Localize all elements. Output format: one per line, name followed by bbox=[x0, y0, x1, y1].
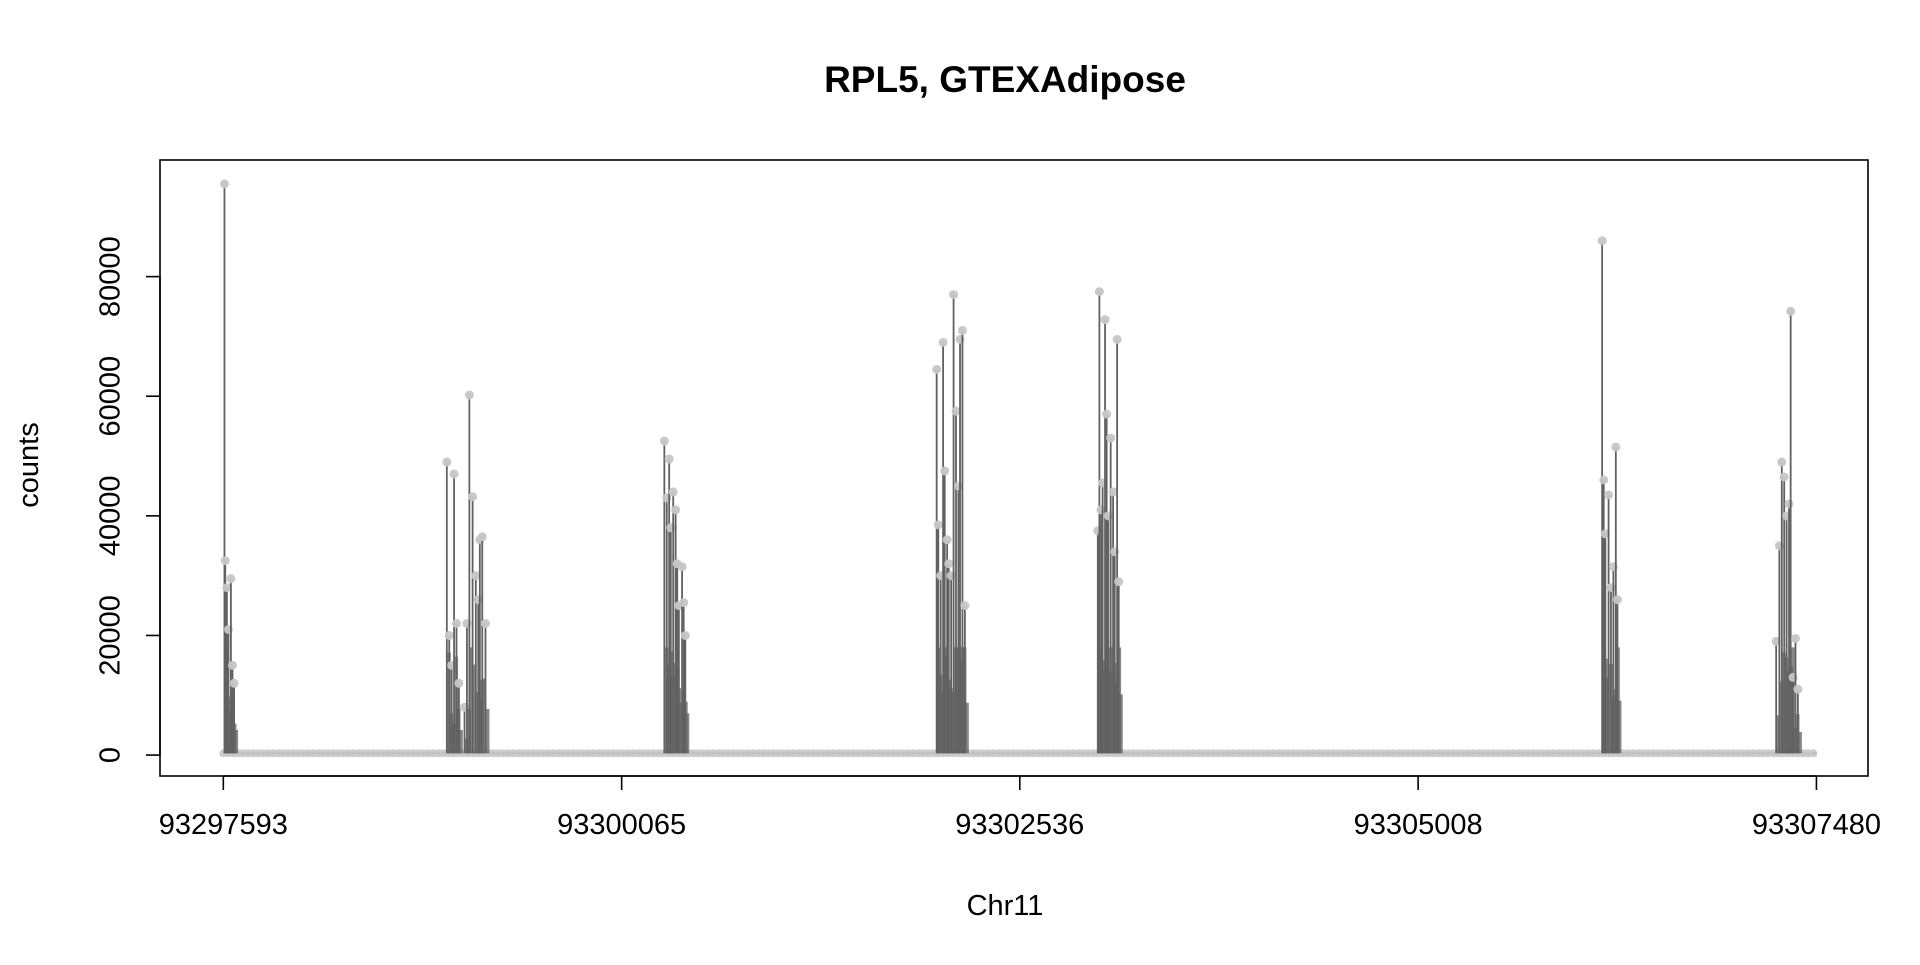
peak-point bbox=[222, 583, 232, 593]
peak-point bbox=[1611, 442, 1621, 452]
peak-point bbox=[1784, 499, 1794, 509]
peak-point bbox=[1786, 306, 1796, 316]
baseline-point bbox=[1809, 749, 1818, 758]
peak-point bbox=[960, 601, 970, 611]
peak-point bbox=[229, 678, 239, 688]
y-axis-label: counts bbox=[13, 422, 45, 507]
peak-point bbox=[664, 454, 674, 464]
peak-point bbox=[680, 630, 690, 640]
peak-point bbox=[219, 179, 229, 189]
peak-point bbox=[671, 505, 681, 515]
peak-point bbox=[668, 487, 678, 497]
chart-title: RPL5, GTEXAdipose bbox=[824, 59, 1186, 100]
peak-point bbox=[957, 325, 967, 335]
peak-point bbox=[942, 535, 952, 545]
peak-point bbox=[1612, 595, 1622, 605]
x-tick-label: 93305008 bbox=[1354, 809, 1483, 841]
peak-point bbox=[1599, 475, 1609, 485]
x-tick-label: 93300065 bbox=[557, 809, 686, 841]
y-tick-label: 60000 bbox=[95, 356, 127, 437]
peak-point bbox=[1114, 577, 1124, 587]
peak-point bbox=[659, 436, 669, 446]
peak-point bbox=[480, 618, 490, 628]
peak-point bbox=[1100, 315, 1110, 325]
peak-point bbox=[949, 290, 959, 300]
peak-point bbox=[940, 466, 950, 476]
y-tick-label: 40000 bbox=[95, 476, 127, 557]
peak-point bbox=[1094, 287, 1104, 297]
peak-point bbox=[444, 630, 454, 640]
y-tick-label: 0 bbox=[95, 747, 127, 763]
y-tick-label: 80000 bbox=[95, 236, 127, 317]
peak-point bbox=[454, 678, 464, 688]
x-tick-label: 93297593 bbox=[159, 809, 288, 841]
peak-point bbox=[1790, 633, 1800, 643]
peak-point bbox=[451, 618, 461, 628]
peak-point bbox=[944, 559, 954, 569]
peak-point bbox=[1600, 529, 1610, 539]
peak-point bbox=[471, 571, 481, 581]
peak-point bbox=[477, 532, 487, 542]
peak-point bbox=[442, 457, 452, 467]
peak-point bbox=[951, 406, 961, 416]
peak-point bbox=[1793, 684, 1803, 694]
x-tick-label: 93302536 bbox=[955, 809, 1084, 841]
peak-point bbox=[1597, 236, 1607, 246]
peak-point bbox=[449, 469, 459, 479]
peak-point bbox=[220, 556, 230, 566]
peak-point bbox=[1604, 490, 1614, 500]
peak-point bbox=[1777, 457, 1787, 467]
y-tick-label: 20000 bbox=[95, 595, 127, 676]
peak-point bbox=[679, 598, 689, 608]
peak-point bbox=[1779, 472, 1789, 482]
peak-point bbox=[932, 364, 942, 374]
peak-point bbox=[228, 660, 238, 670]
peak-point bbox=[464, 390, 474, 400]
peak-point bbox=[1112, 334, 1122, 344]
peak-point bbox=[1106, 433, 1116, 443]
peak-point bbox=[468, 492, 478, 502]
peak-point bbox=[1771, 636, 1781, 646]
peak-point bbox=[1102, 409, 1112, 419]
peak-point bbox=[677, 562, 687, 572]
x-axis-label: Chr11 bbox=[967, 890, 1044, 922]
peak-point bbox=[933, 520, 943, 530]
peak-point bbox=[1108, 487, 1118, 497]
peak-point bbox=[226, 574, 236, 584]
x-tick-label: 93307480 bbox=[1752, 809, 1881, 841]
peak-point bbox=[938, 337, 948, 347]
